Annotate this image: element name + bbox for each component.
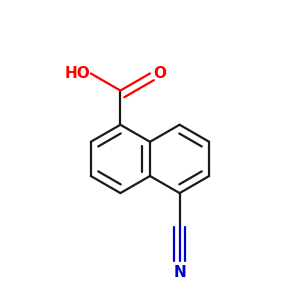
Text: O: O — [153, 66, 166, 81]
Text: HO: HO — [65, 66, 91, 81]
Text: N: N — [173, 265, 186, 280]
